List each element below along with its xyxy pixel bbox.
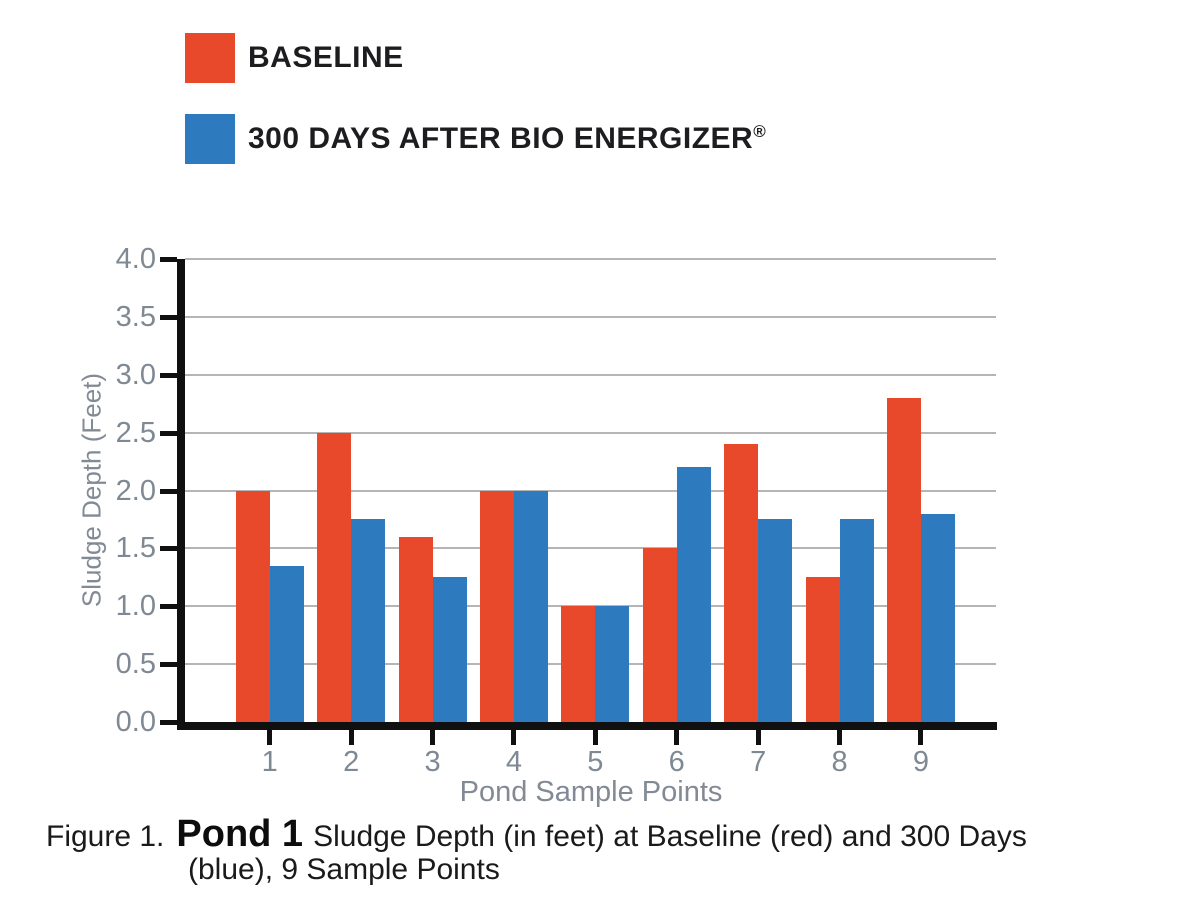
- x-tick-label: 5: [587, 746, 604, 778]
- gridline: [185, 489, 996, 492]
- y-tick-label: 0.5: [115, 648, 156, 681]
- y-axis-line: [177, 259, 185, 730]
- y-axis-tick: [160, 430, 177, 436]
- after-swatch-icon: [185, 114, 235, 164]
- bar-after-sample-8: [839, 519, 874, 722]
- bar-baseline-sample-8: [805, 577, 840, 722]
- caption-pond-title: Pond 1: [176, 813, 304, 855]
- x-axis-tick: [267, 730, 273, 745]
- bar-after-sample-9: [920, 513, 955, 722]
- legend-label-baseline: BASELINE: [248, 41, 404, 75]
- bar-baseline-sample-4: [479, 490, 514, 722]
- gridline: [185, 258, 996, 260]
- x-axis-tick: [348, 730, 354, 745]
- legend-item-baseline: BASELINE: [185, 33, 404, 83]
- x-axis-line: [177, 722, 997, 730]
- x-axis-tick: [674, 730, 680, 745]
- y-axis-tick: [160, 372, 177, 378]
- bar-baseline-sample-3: [398, 536, 433, 722]
- gridline: [185, 373, 996, 376]
- figure-caption-line2: (blue), 9 Sample Points: [188, 853, 500, 886]
- y-tick-label: 0.0: [115, 706, 156, 738]
- figure-caption-line1: Figure 1. Pond 1 Sludge Depth (in feet) at…: [46, 813, 1027, 856]
- bar-after-sample-2: [351, 519, 386, 722]
- baseline-swatch-icon: [185, 33, 235, 83]
- bar-after-sample-5: [595, 606, 630, 722]
- y-tick-label: 3.0: [115, 358, 156, 391]
- y-axis-tick: [160, 314, 177, 320]
- x-axis-tick: [430, 730, 436, 745]
- bar-baseline-sample-5: [561, 606, 596, 722]
- x-tick-label: 7: [750, 746, 767, 778]
- x-axis-tick: [837, 730, 843, 745]
- caption-text: Sludge Depth (in feet) at Baseline (red)…: [313, 820, 1027, 853]
- bar-after-sample-1: [269, 565, 304, 722]
- x-tick-label: 2: [343, 746, 360, 778]
- y-axis-tick: [160, 720, 177, 725]
- caption-figure-number: Figure 1.: [46, 820, 165, 853]
- y-axis-tick: [160, 488, 177, 494]
- x-tick-label: 8: [831, 746, 848, 778]
- bar-baseline-sample-1: [235, 490, 270, 722]
- x-tick-label: 4: [505, 746, 522, 778]
- bar-after-sample-7: [758, 519, 793, 722]
- gridline: [185, 431, 996, 434]
- y-axis-tick: [160, 546, 177, 552]
- x-axis-tick: [755, 730, 761, 745]
- x-tick-label: 1: [261, 746, 278, 778]
- bar-baseline-sample-6: [642, 548, 677, 722]
- registered-trademark-icon: ®: [753, 122, 767, 141]
- bar-after-sample-4: [513, 490, 548, 722]
- y-axis-tick: [160, 257, 177, 262]
- x-tick-label: 6: [668, 746, 685, 778]
- x-axis-tick: [918, 730, 924, 745]
- y-axis-tick: [160, 604, 177, 610]
- x-axis-title: Pond Sample Points: [459, 776, 723, 808]
- bar-baseline-sample-9: [886, 397, 921, 722]
- x-axis-tick: [592, 730, 598, 745]
- x-tick-label: 9: [912, 746, 929, 778]
- bar-after-sample-6: [676, 467, 711, 722]
- y-tick-label: 1.5: [115, 532, 156, 565]
- legend-after-text: 300 DAYS AFTER BIO ENERGIZER: [248, 122, 754, 155]
- x-axis-tick: [511, 730, 517, 745]
- gridline: [185, 547, 996, 550]
- y-axis-tick: [160, 662, 177, 668]
- y-tick-label: 2.0: [115, 474, 156, 507]
- bar-baseline-sample-2: [317, 432, 352, 722]
- legend-item-after: 300 DAYS AFTER BIO ENERGIZER®: [185, 114, 766, 164]
- bar-baseline-sample-7: [724, 444, 759, 722]
- bar-after-sample-3: [432, 577, 467, 722]
- y-tick-label: 2.5: [115, 416, 156, 449]
- x-tick-label: 3: [424, 746, 441, 778]
- legend-baseline-text: BASELINE: [248, 41, 404, 74]
- y-axis-title: Sludge Depth (Feet): [76, 372, 107, 608]
- y-tick-label: 4.0: [115, 243, 156, 275]
- y-tick-label: 1.0: [115, 590, 156, 623]
- y-tick-label: 3.5: [115, 300, 156, 333]
- gridline: [185, 315, 996, 318]
- legend-label-after: 300 DAYS AFTER BIO ENERGIZER®: [248, 122, 766, 156]
